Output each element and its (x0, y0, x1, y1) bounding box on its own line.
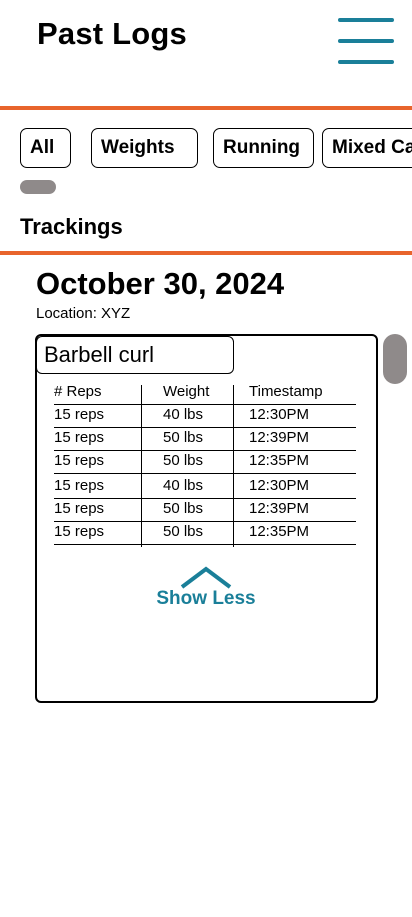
cell-weight: 40 lbs (163, 477, 204, 494)
cell-reps: 15 reps (54, 429, 105, 446)
filter-chip-running[interactable]: Running (213, 128, 314, 168)
cell-reps: 15 reps (54, 452, 105, 469)
cell-weight: 50 lbs (163, 500, 204, 517)
column-divider (233, 385, 234, 547)
table-row: 15 reps 40 lbs 12:30PM (54, 405, 356, 428)
header-divider (0, 106, 412, 110)
cell-reps: 15 reps (54, 477, 105, 494)
table-row: 15 reps 40 lbs 12:30PM (54, 474, 356, 499)
cell-timestamp: 12:39PM (249, 429, 310, 446)
horizontal-scrollbar-thumb[interactable] (20, 180, 56, 194)
cell-timestamp: 12:30PM (249, 477, 310, 494)
filter-chip-all[interactable]: All (20, 128, 71, 168)
log-date: October 30, 2024 (36, 266, 285, 301)
log-table: # Reps Weight Timestamp 15 reps 40 lbs 1… (54, 382, 356, 547)
cell-timestamp: 12:30PM (249, 406, 310, 423)
log-location: Location: XYZ (36, 305, 131, 322)
table-row: 15 reps 50 lbs 12:39PM (54, 428, 356, 451)
page-title: Past Logs (37, 16, 187, 51)
column-header-timestamp: Timestamp (249, 383, 323, 400)
show-less-label: Show Less (156, 588, 256, 609)
table-row: 15 reps 50 lbs 12:35PM (54, 451, 356, 474)
filter-chip-mixed[interactable]: Mixed Ca (322, 128, 412, 168)
cell-weight: 50 lbs (163, 452, 204, 469)
cell-weight: 50 lbs (163, 523, 204, 540)
cell-timestamp: 12:35PM (249, 523, 310, 540)
filter-chip-row: All Weights Running Mixed Ca (0, 128, 412, 172)
cell-timestamp: 12:39PM (249, 500, 310, 517)
cell-reps: 15 reps (54, 523, 105, 540)
table-row: 15 reps 50 lbs 12:35PM (54, 522, 356, 545)
table-header-row: # Reps Weight Timestamp (54, 382, 356, 405)
column-divider (141, 385, 142, 547)
chevron-up-icon (180, 566, 232, 589)
exercise-log-card (35, 334, 378, 703)
section-title: Trackings (20, 214, 123, 239)
table-row: 15 reps 50 lbs 12:39PM (54, 499, 356, 522)
exercise-name: Barbell curl (36, 336, 234, 374)
vertical-scrollbar-thumb[interactable] (383, 334, 407, 384)
hamburger-menu-icon[interactable] (336, 18, 394, 68)
cell-weight: 40 lbs (163, 406, 204, 423)
section-divider (0, 251, 412, 255)
filter-chip-weights[interactable]: Weights (91, 128, 198, 168)
cell-timestamp: 12:35PM (249, 452, 310, 469)
cell-reps: 15 reps (54, 406, 105, 423)
column-header-reps: # Reps (54, 383, 102, 400)
cell-weight: 50 lbs (163, 429, 204, 446)
show-less-button[interactable]: Show Less (150, 566, 262, 616)
column-header-weight: Weight (163, 383, 210, 400)
cell-reps: 15 reps (54, 500, 105, 517)
